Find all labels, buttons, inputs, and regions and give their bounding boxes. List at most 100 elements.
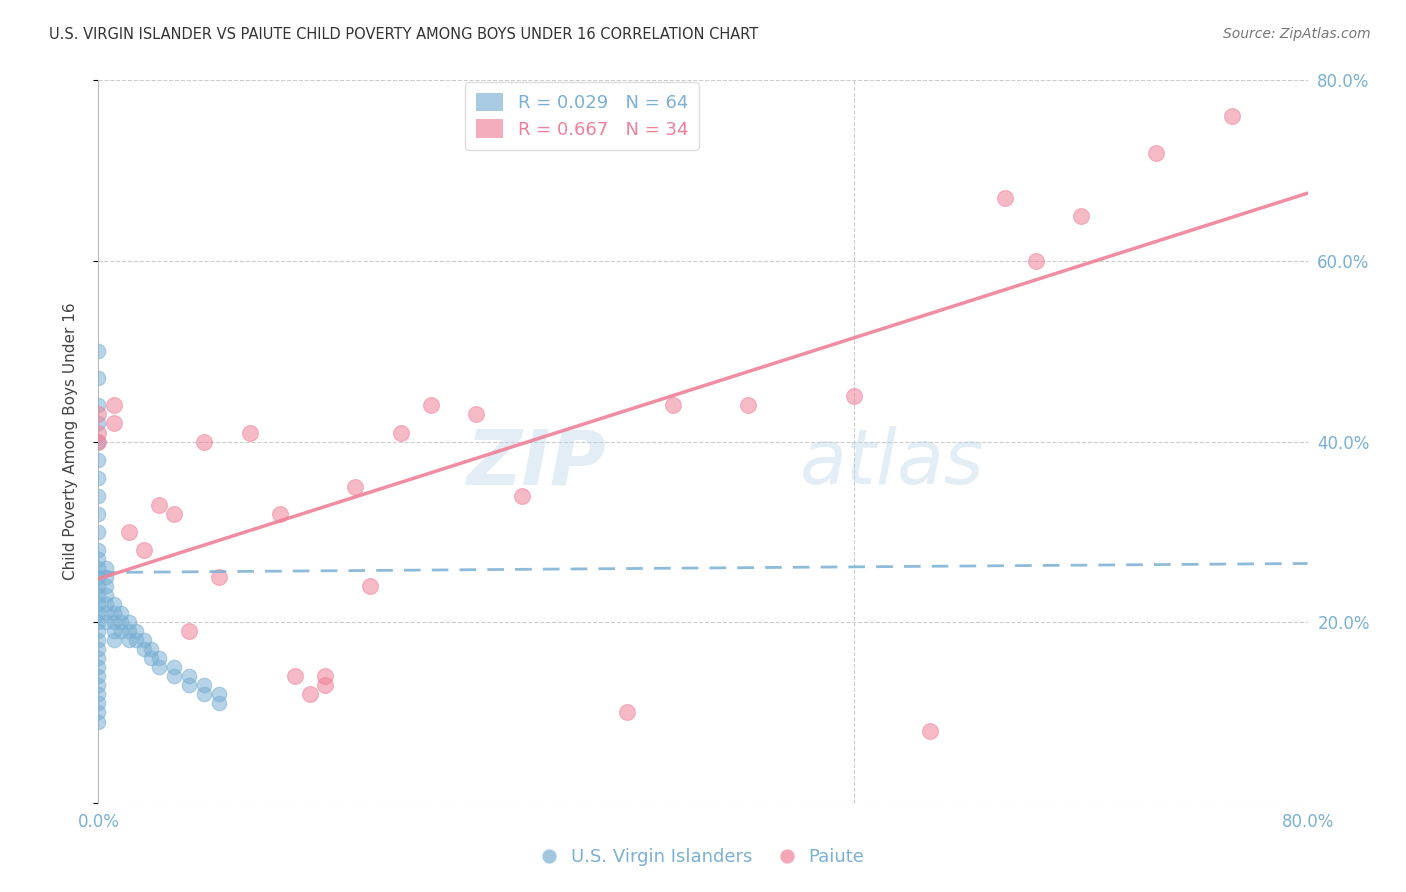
Point — [87, 398, 110, 412]
Point — [87, 706, 110, 720]
Point — [118, 524, 141, 539]
Point — [87, 344, 110, 359]
Point — [616, 706, 638, 720]
Point — [661, 398, 683, 412]
Point — [163, 507, 186, 521]
Point — [87, 524, 110, 539]
Point — [87, 371, 110, 385]
Point — [314, 678, 336, 692]
Point — [87, 660, 110, 674]
Point — [87, 651, 110, 665]
Point — [148, 651, 170, 665]
Point — [87, 588, 110, 602]
Point — [179, 669, 201, 683]
Point — [208, 697, 231, 711]
Point — [87, 678, 110, 692]
Point — [103, 606, 125, 620]
Point — [94, 570, 117, 584]
Point — [103, 615, 125, 630]
Point — [1220, 109, 1243, 123]
Point — [179, 678, 201, 692]
Text: atlas: atlas — [800, 426, 984, 500]
Point — [239, 425, 262, 440]
Point — [125, 624, 148, 639]
Point — [389, 425, 412, 440]
Point — [344, 480, 367, 494]
Point — [87, 714, 110, 729]
Point — [132, 642, 155, 657]
Point — [420, 398, 443, 412]
Point — [269, 507, 291, 521]
Point — [87, 669, 110, 683]
Point — [284, 669, 307, 683]
Point — [360, 579, 382, 593]
Point — [103, 398, 125, 412]
Point — [918, 723, 941, 738]
Point — [94, 561, 117, 575]
Point — [208, 687, 231, 701]
Point — [314, 669, 336, 683]
Point — [87, 597, 110, 611]
Point — [87, 507, 110, 521]
Point — [87, 624, 110, 639]
Legend: U.S. Virgin Islanders, Paiute: U.S. Virgin Islanders, Paiute — [534, 841, 872, 873]
Point — [193, 678, 215, 692]
Point — [141, 642, 163, 657]
Point — [87, 542, 110, 557]
Point — [87, 561, 110, 575]
Point — [103, 633, 125, 648]
Point — [118, 615, 141, 630]
Point — [1070, 209, 1092, 223]
Point — [87, 408, 110, 422]
Point — [163, 669, 186, 683]
Point — [465, 408, 488, 422]
Point — [87, 552, 110, 566]
Point — [87, 633, 110, 648]
Point — [87, 570, 110, 584]
Point — [118, 624, 141, 639]
Point — [994, 191, 1017, 205]
Point — [87, 434, 110, 449]
Point — [132, 542, 155, 557]
Point — [179, 624, 201, 639]
Point — [141, 651, 163, 665]
Point — [87, 471, 110, 485]
Point — [87, 452, 110, 467]
Point — [87, 417, 110, 431]
Y-axis label: Child Poverty Among Boys Under 16: Child Poverty Among Boys Under 16 — [63, 302, 77, 581]
Point — [87, 615, 110, 630]
Point — [87, 434, 110, 449]
Point — [844, 389, 866, 403]
Point — [299, 687, 322, 701]
Point — [110, 615, 132, 630]
Point — [118, 633, 141, 648]
Point — [94, 579, 117, 593]
Point — [193, 687, 215, 701]
Point — [103, 624, 125, 639]
Point — [103, 417, 125, 431]
Point — [87, 606, 110, 620]
Point — [193, 434, 215, 449]
Point — [87, 489, 110, 503]
Point — [1024, 254, 1046, 268]
Point — [94, 615, 117, 630]
Text: Source: ZipAtlas.com: Source: ZipAtlas.com — [1223, 27, 1371, 41]
Point — [87, 425, 110, 440]
Point — [132, 633, 155, 648]
Point — [148, 498, 170, 512]
Point — [94, 588, 117, 602]
Point — [110, 606, 132, 620]
Point — [148, 660, 170, 674]
Point — [94, 606, 117, 620]
Point — [87, 697, 110, 711]
Point — [110, 624, 132, 639]
Point — [87, 642, 110, 657]
Text: ZIP: ZIP — [467, 426, 606, 500]
Point — [208, 570, 231, 584]
Point — [103, 597, 125, 611]
Point — [510, 489, 533, 503]
Text: U.S. VIRGIN ISLANDER VS PAIUTE CHILD POVERTY AMONG BOYS UNDER 16 CORRELATION CHA: U.S. VIRGIN ISLANDER VS PAIUTE CHILD POV… — [49, 27, 758, 42]
Point — [163, 660, 186, 674]
Point — [1144, 145, 1167, 160]
Point — [125, 633, 148, 648]
